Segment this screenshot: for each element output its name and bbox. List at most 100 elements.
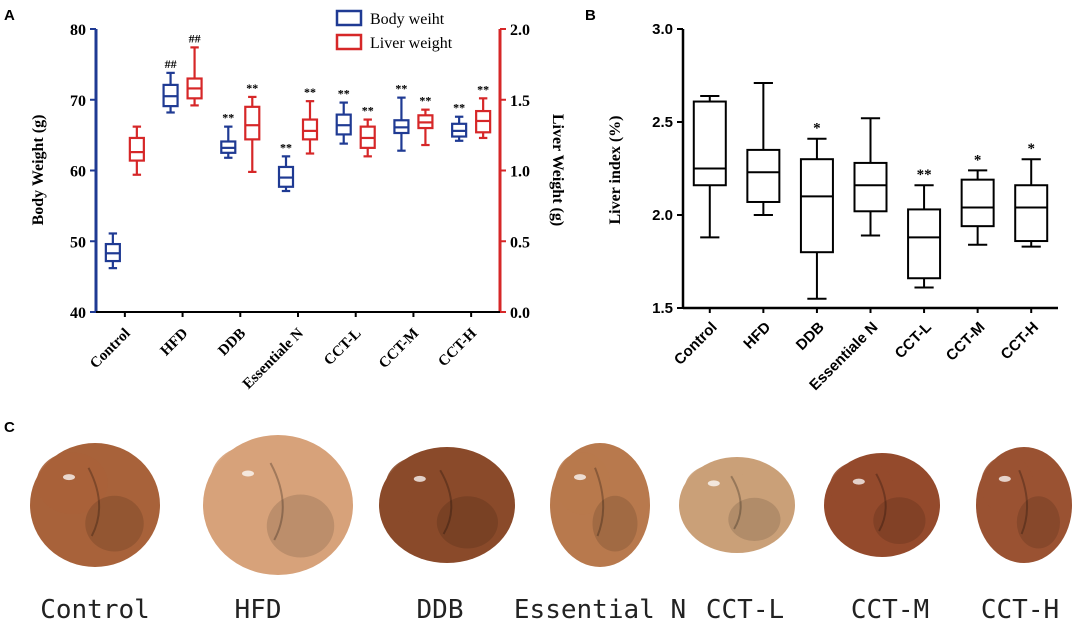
panel-b-y-tick-label: 2.0: [652, 207, 673, 224]
panel-b-box: [1014, 158, 1049, 248]
panel-a-legend-label: Liver weight: [370, 35, 453, 52]
panel-b-y-tick-label: 2.5: [652, 114, 673, 131]
panel-a-category-label: DDB: [215, 326, 249, 360]
liver-highlight: [707, 480, 720, 487]
panel-a-box-body: [335, 101, 352, 145]
panel-a-box-body: [451, 115, 468, 142]
panel-a-category-label: CCT-L: [321, 326, 364, 369]
liver-fissure: [730, 475, 742, 530]
panel-b-category-label: CCT-H: [998, 319, 1042, 363]
photo-label: CCT-M: [851, 595, 929, 625]
liver-fissure: [439, 469, 453, 535]
panel-letter-b: B: [585, 7, 596, 24]
panel-a-significance-mark: **: [338, 87, 350, 101]
panel-a-category-label: CCT-M: [376, 326, 422, 372]
panel-a-category-label: Essentiale N: [240, 325, 307, 392]
liver-photo: [824, 453, 940, 557]
liver-highlight: [242, 470, 254, 477]
panel-a-box-body: [162, 71, 179, 114]
panel-a-significance-mark: ##: [189, 31, 201, 45]
liver-shadow: [85, 495, 144, 552]
photo-label: HFD: [235, 595, 282, 625]
panel-b-y-tick-label: 1.5: [652, 300, 673, 317]
panel-b-category-label: Control: [671, 319, 721, 369]
panel-b-category-label: CCT-L: [892, 319, 935, 362]
panel-a-box-body: [220, 125, 237, 159]
panel-a-box-liver: [186, 46, 203, 107]
liver-lobe-upper: [829, 460, 894, 513]
panel-b-box: [907, 184, 942, 289]
panel-a-category-label: HFD: [158, 325, 192, 359]
panel-a-box-liver: [475, 97, 492, 140]
panel-a-right-axis-title: Liver Weight (g): [549, 114, 566, 226]
panel-a-significance-mark: **: [477, 82, 489, 96]
panel-b-significance-mark: *: [1027, 141, 1035, 157]
liver-photo: [203, 435, 353, 575]
liver-lobe-upper: [684, 464, 749, 513]
photo-label: CCT-H: [981, 595, 1059, 625]
panel-b-box-iqr: [960, 178, 995, 228]
liver-photo: [679, 457, 795, 553]
panel-a-left-tick-label: 40: [70, 305, 86, 322]
panel-a-category-label: CCT-H: [435, 325, 480, 370]
panel-a-box-body: [393, 96, 410, 152]
liver-highlight: [63, 474, 75, 481]
liver-fissure: [875, 473, 887, 532]
panel-a-significance-mark: **: [453, 101, 465, 115]
panel-a-left-tick-label: 80: [70, 22, 86, 39]
panel-a-box-liver: [359, 118, 376, 158]
panel-a-legend-label: Body weiht: [370, 11, 445, 28]
panel-a-box-body: [104, 232, 121, 270]
panel-b-box: [960, 169, 995, 246]
panel-b-category-label: CCT-M: [943, 319, 989, 365]
liver-shadow: [1016, 496, 1060, 549]
liver-shadow: [266, 494, 335, 558]
panel-b-category-label: HFD: [740, 319, 774, 353]
panel-b-y-tick-label: 3.0: [652, 21, 673, 38]
liver-lobe-upper: [385, 455, 461, 514]
liver-photo: [550, 443, 650, 567]
panel-a-significance-mark: **: [362, 104, 374, 118]
liver-highlight: [413, 475, 426, 482]
liver-photo: [30, 443, 160, 567]
liver-shadow: [592, 495, 638, 552]
liver-lobe-upper: [36, 452, 108, 515]
panel-a-significance-mark: **: [280, 140, 292, 154]
panel-b-box-iqr: [799, 158, 834, 254]
panel-b-box: [692, 94, 727, 239]
panel-b-category-label: DDB: [793, 319, 828, 354]
panel-b-box-iqr: [1014, 184, 1049, 243]
photo-label: Essential N: [514, 595, 686, 625]
panel-b-box-iqr: [907, 208, 942, 280]
liver-fissure: [87, 467, 101, 537]
liver-highlight: [574, 474, 586, 481]
panel-a-right-tick-label: 2.0: [510, 22, 530, 39]
photo-label: Control: [40, 595, 150, 625]
panel-a-right-tick-label: 1.0: [510, 164, 530, 181]
liver-lobe-upper: [980, 455, 1034, 514]
panel-b-box: [853, 117, 888, 237]
liver-fissure: [594, 467, 605, 537]
panel-b-y-axis-title: Liver index (%): [607, 115, 624, 224]
liver-lobe-upper: [555, 452, 610, 515]
panel-a-box-liver-iqr: [301, 118, 319, 141]
panel-a-left-axis-title: Body Weight (g): [30, 115, 47, 226]
photo-label: CCT-L: [706, 595, 784, 625]
panel-b-box-iqr: [746, 148, 781, 203]
panel-b-box-iqr: [692, 100, 727, 187]
liver-fissure: [1018, 469, 1029, 535]
panel-letter-a: A: [4, 7, 15, 24]
liver-shadow: [873, 497, 926, 544]
panel-a-box-body: [277, 155, 295, 193]
panel-a-legend-swatch: [335, 9, 363, 27]
panel-a-box-liver: [417, 108, 434, 147]
panel-a-right-tick-label: 0.5: [510, 234, 530, 251]
panel-a-chart: Body Weight (g) Liver Weight (g) 40 50 60 7…: [30, 9, 566, 393]
liver-photo: [379, 447, 515, 563]
panel-a-legend-swatch: [335, 33, 363, 51]
panel-a-box-liver-iqr: [244, 105, 261, 141]
liver-photo: [976, 447, 1072, 563]
panel-a-right-tick-label: 0.0: [510, 305, 530, 322]
panel-a-significance-mark: **: [246, 81, 258, 95]
photo-label: DDB: [417, 595, 464, 625]
